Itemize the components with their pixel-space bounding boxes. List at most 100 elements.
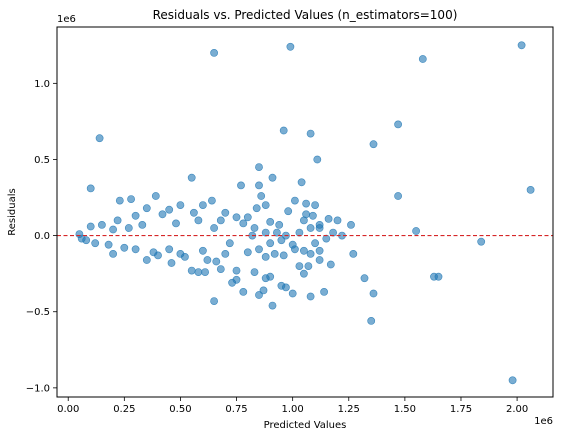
data-point — [243, 213, 252, 222]
data-point — [315, 224, 324, 232]
data-point — [194, 268, 203, 276]
y-axis-title: Residuals — [7, 188, 18, 235]
data-point — [526, 185, 535, 194]
data-point — [250, 224, 259, 232]
data-point — [127, 195, 136, 203]
data-point — [239, 219, 248, 228]
data-point — [266, 239, 275, 248]
data-point — [165, 245, 174, 254]
data-point — [216, 216, 225, 225]
data-point — [315, 256, 324, 264]
data-point — [167, 259, 176, 267]
data-point — [86, 184, 95, 193]
data-point — [198, 201, 207, 209]
data-point — [311, 201, 319, 209]
data-point — [255, 181, 263, 190]
data-point — [142, 256, 151, 264]
data-point — [176, 201, 185, 209]
data-point — [266, 217, 275, 226]
data-point — [257, 192, 266, 200]
data-point — [306, 224, 315, 232]
data-point — [201, 268, 209, 276]
data-point — [275, 220, 284, 229]
data-point — [261, 228, 270, 237]
data-point — [243, 248, 252, 257]
data-point — [322, 234, 331, 243]
x-offset-label: 1e6 — [534, 416, 553, 427]
data-points — [75, 41, 535, 385]
data-point — [187, 266, 196, 275]
data-point — [329, 228, 337, 237]
data-point — [138, 220, 147, 229]
y-tick-label: 1.0 — [34, 79, 50, 90]
data-point — [210, 297, 218, 305]
data-point — [131, 211, 140, 220]
data-point — [277, 236, 286, 245]
data-point — [172, 219, 180, 228]
data-point — [261, 252, 270, 261]
data-point — [477, 237, 486, 246]
y-tick-label: −1.0 — [26, 383, 50, 394]
data-point — [198, 246, 207, 255]
x-tick-label: 0.25 — [113, 404, 135, 415]
data-point — [324, 214, 333, 223]
data-point — [252, 204, 261, 213]
data-point — [203, 256, 212, 264]
data-point — [120, 243, 129, 252]
data-point — [91, 239, 100, 248]
x-tick-label: 0.00 — [57, 404, 79, 415]
data-point — [313, 155, 322, 164]
data-point — [290, 196, 299, 205]
chart-title: Residuals vs. Predicted Values (n_estima… — [153, 8, 458, 22]
data-point — [367, 316, 376, 325]
data-point — [228, 278, 236, 287]
data-point — [142, 204, 151, 213]
data-point — [286, 42, 295, 51]
y-tick-label: 0.5 — [34, 155, 50, 166]
data-point — [288, 240, 297, 249]
x-tick-label: 2.00 — [506, 404, 528, 415]
data-point — [320, 287, 328, 296]
data-point — [210, 224, 218, 232]
y-tick-label: −0.5 — [26, 307, 50, 318]
data-point — [326, 260, 335, 269]
data-point — [306, 292, 315, 301]
data-point — [418, 55, 427, 63]
data-point — [259, 286, 268, 295]
data-point — [306, 249, 315, 258]
data-point — [98, 220, 106, 229]
data-point — [434, 272, 443, 281]
data-point — [369, 140, 378, 149]
data-point — [165, 205, 174, 214]
data-point — [279, 126, 288, 135]
data-point — [221, 208, 230, 217]
data-point — [347, 220, 355, 229]
x-tick-label: 1.75 — [450, 404, 472, 415]
data-point — [207, 196, 216, 205]
y-tick-label: 0.0 — [34, 231, 50, 242]
data-point — [158, 210, 167, 219]
data-point — [131, 245, 140, 254]
data-point — [315, 246, 324, 255]
data-point — [306, 129, 315, 138]
plot-frame — [56, 26, 554, 398]
x-tick-label: 1.00 — [282, 404, 304, 415]
data-point — [232, 266, 241, 275]
data-point — [517, 41, 526, 50]
data-point — [268, 301, 277, 310]
data-point — [237, 181, 245, 190]
data-point — [255, 245, 263, 254]
data-point — [297, 178, 306, 187]
data-point — [232, 213, 241, 222]
x-tick-label: 0.75 — [225, 404, 247, 415]
x-axis-title: Predicted Values — [264, 420, 347, 431]
y-offset-label: 1e6 — [57, 14, 76, 25]
x-tick-label: 1.25 — [338, 404, 360, 415]
data-point — [272, 228, 281, 237]
data-point — [194, 216, 203, 225]
data-point — [304, 262, 313, 270]
data-point — [261, 201, 270, 209]
data-point — [295, 262, 304, 270]
